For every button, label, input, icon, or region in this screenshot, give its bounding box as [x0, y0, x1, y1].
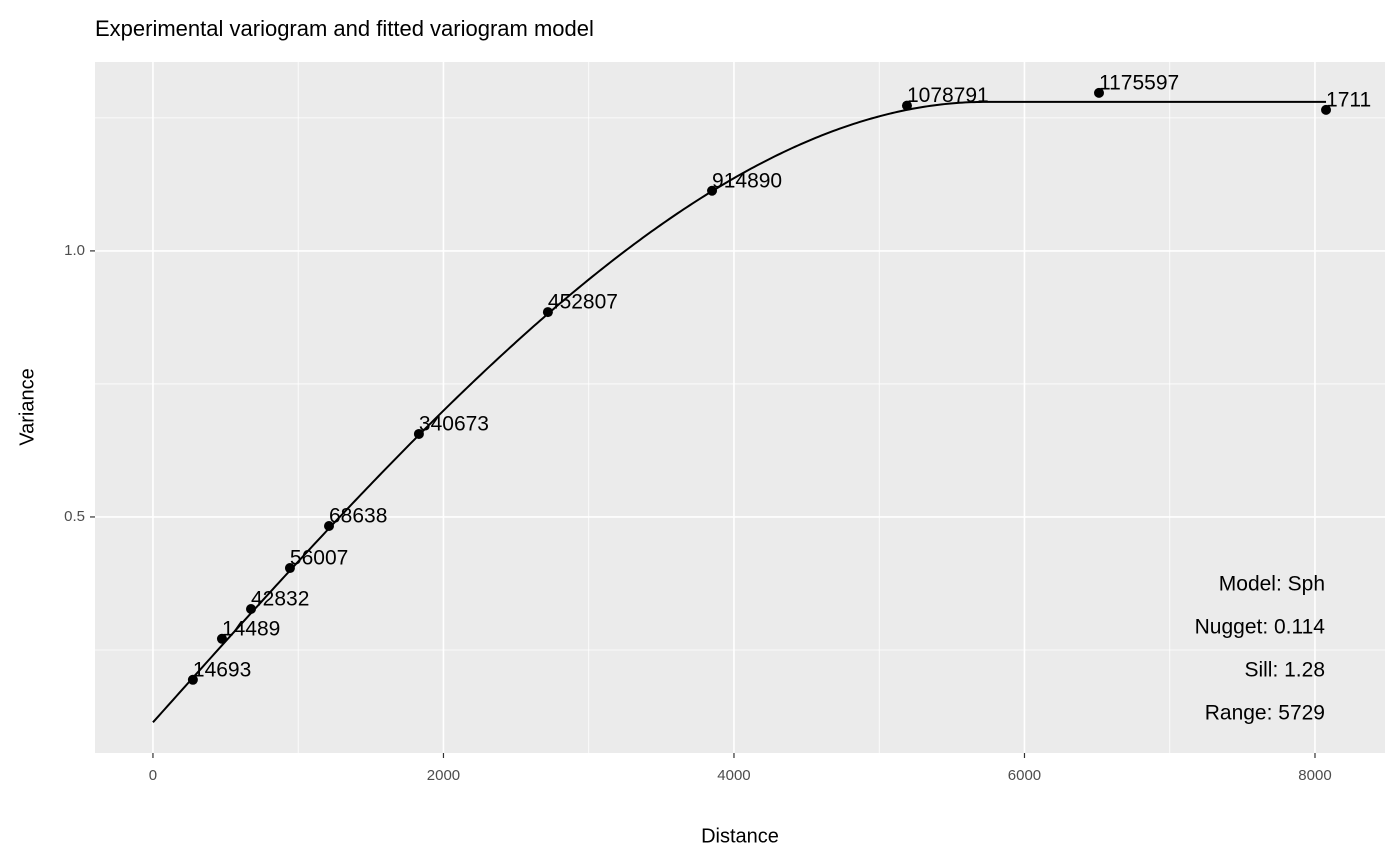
model-annotation: Range: 5729: [1205, 702, 1325, 725]
point: [1321, 104, 1332, 115]
point-label: 42832: [251, 588, 309, 611]
point-label: 1175597: [1099, 71, 1179, 94]
point: [1093, 87, 1104, 98]
point-label: 452807: [548, 291, 618, 314]
chart-title: Experimental variogram and fitted variog…: [95, 16, 594, 41]
point: [246, 604, 257, 615]
panel: [95, 62, 1385, 753]
point-label: 914890: [712, 169, 782, 192]
x-tick-label: 8000: [1298, 767, 1331, 784]
model-annotation: Nugget: 0.114: [1195, 616, 1326, 639]
y-tick-label: 1.0: [64, 242, 85, 259]
point-label: 1078791: [907, 84, 989, 107]
x-tick-label: 4000: [717, 767, 750, 784]
model-annotation: Sill: 1.28: [1244, 659, 1325, 682]
model-annotation: Model: Sph: [1219, 573, 1325, 596]
point-label: 1711: [1326, 88, 1371, 111]
model-curve: [152, 100, 1327, 724]
y-axis-title: Variance: [16, 368, 38, 445]
point: [413, 428, 424, 439]
point: [284, 563, 295, 574]
x-tick-label: 2000: [427, 767, 460, 784]
point: [542, 307, 553, 318]
grid: [95, 62, 1385, 753]
y-tick-label: 0.5: [64, 508, 85, 525]
x-tick-label: 6000: [1008, 767, 1041, 784]
point: [901, 100, 912, 111]
x-tick-label: 0: [149, 767, 157, 784]
x-axis-title: Distance: [701, 825, 779, 847]
point: [187, 674, 198, 685]
point: [216, 633, 227, 644]
point-label: 68638: [329, 505, 387, 528]
point-label: 14489: [222, 617, 280, 640]
point-label: 14693: [193, 658, 251, 681]
point: [324, 521, 335, 532]
point: [707, 185, 718, 196]
point-label: 340673: [419, 412, 489, 435]
point-label: 56007: [290, 547, 348, 570]
